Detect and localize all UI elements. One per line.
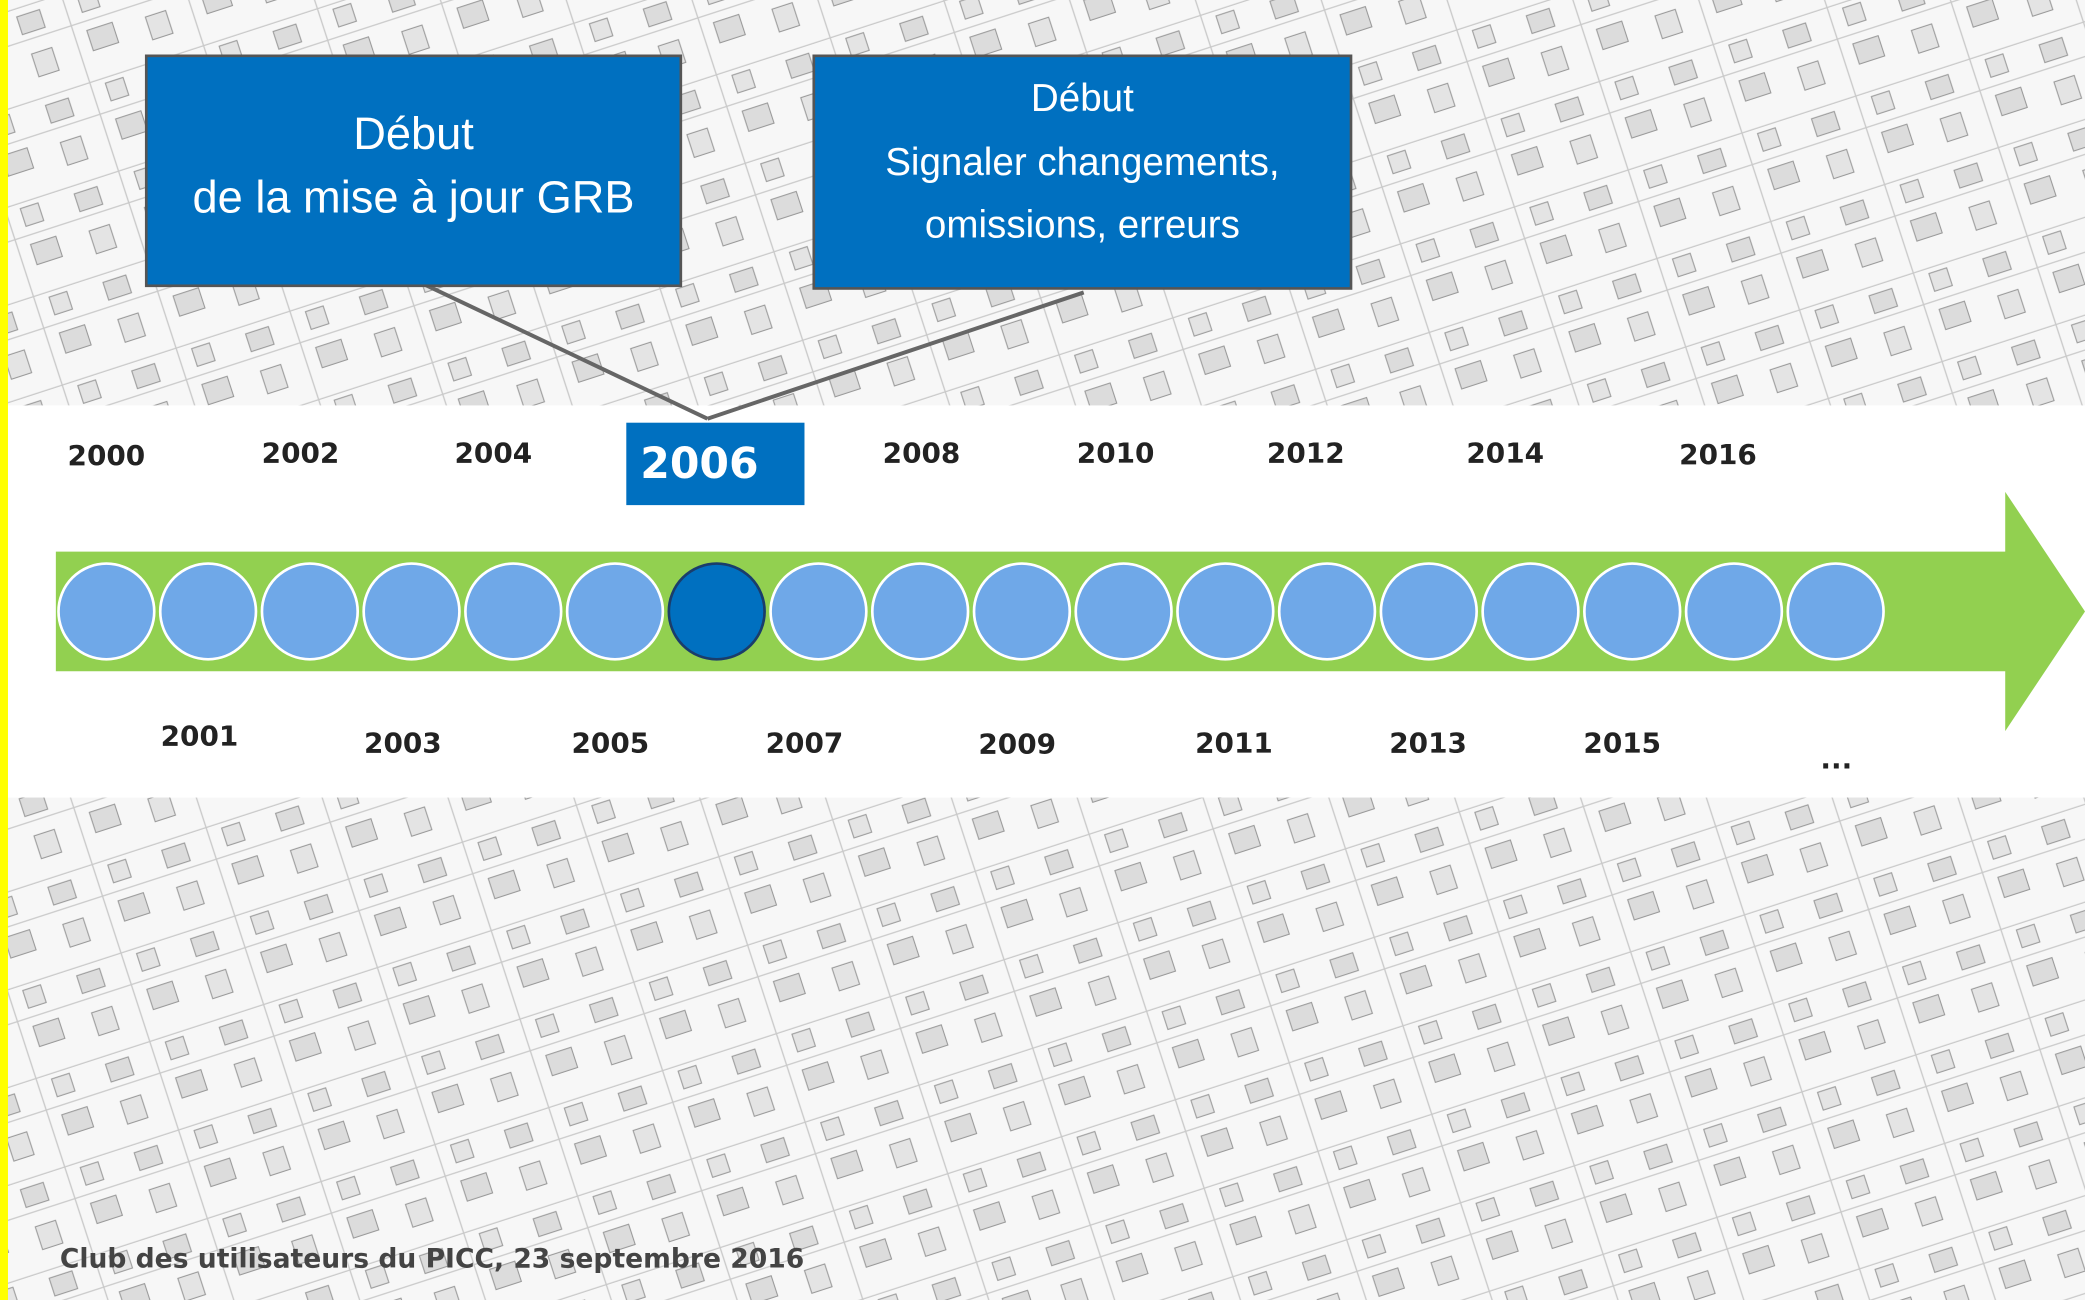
callout-text: de la mise à jour GRB	[192, 172, 634, 223]
timeline-dot	[1481, 562, 1580, 661]
highlight-box	[626, 422, 805, 506]
connector	[706, 290, 1085, 421]
timeline-dot	[260, 562, 360, 661]
timeline-dot	[1277, 562, 1377, 661]
timeline-dot	[464, 562, 563, 661]
callout-text: Signaler changements,	[885, 141, 1279, 184]
year-label: 2010	[1077, 437, 1155, 470]
year-label: 2014	[1466, 437, 1544, 470]
timeline-dot	[158, 562, 258, 661]
callout-text: Début	[1031, 77, 1134, 120]
year-label: 2002	[262, 437, 340, 470]
year-label: 2007	[766, 726, 844, 759]
year-label: ...	[1820, 742, 1852, 775]
callout-text: Début	[353, 108, 474, 159]
timeline-dot	[1176, 562, 1275, 661]
year-label: 2015	[1583, 726, 1661, 759]
map-bottom	[0, 797, 2085, 1300]
year-label: 2008	[883, 437, 961, 470]
footer: Club des utilisateurs du PICC, 23 septem…	[60, 1244, 804, 1275]
timeline-dot	[57, 562, 156, 661]
timeline-dot	[1583, 562, 1682, 661]
year-label: 2016	[1679, 438, 1757, 471]
timeline-dot	[870, 562, 970, 661]
highlight-year: 2006	[640, 440, 758, 489]
timeline-dot	[972, 562, 1072, 661]
timeline-dot	[362, 562, 461, 661]
timeline-dot	[1786, 562, 1885, 661]
year-label: 2003	[364, 726, 442, 759]
timeline-dot	[1074, 562, 1173, 661]
year-label: 2001	[161, 720, 239, 753]
year-label: 2005	[571, 726, 649, 759]
year-label: 2013	[1389, 726, 1467, 759]
year-label: 2011	[1195, 726, 1273, 759]
timeline-dot	[769, 562, 868, 661]
connector	[418, 279, 709, 421]
timeline-dot	[1379, 562, 1478, 661]
year-label: 2012	[1267, 437, 1345, 470]
timeline-dot	[565, 562, 665, 661]
callout-box	[812, 54, 1353, 290]
callout-text: omissions, erreurs	[925, 203, 1240, 246]
callout-box	[144, 54, 683, 288]
year-label: 2004	[454, 437, 532, 470]
year-label: 2009	[978, 728, 1056, 761]
left-border	[0, 0, 8, 1300]
year-label: 2000	[68, 439, 146, 472]
timeline-dot	[667, 562, 766, 661]
timeline-dot	[1684, 562, 1784, 661]
